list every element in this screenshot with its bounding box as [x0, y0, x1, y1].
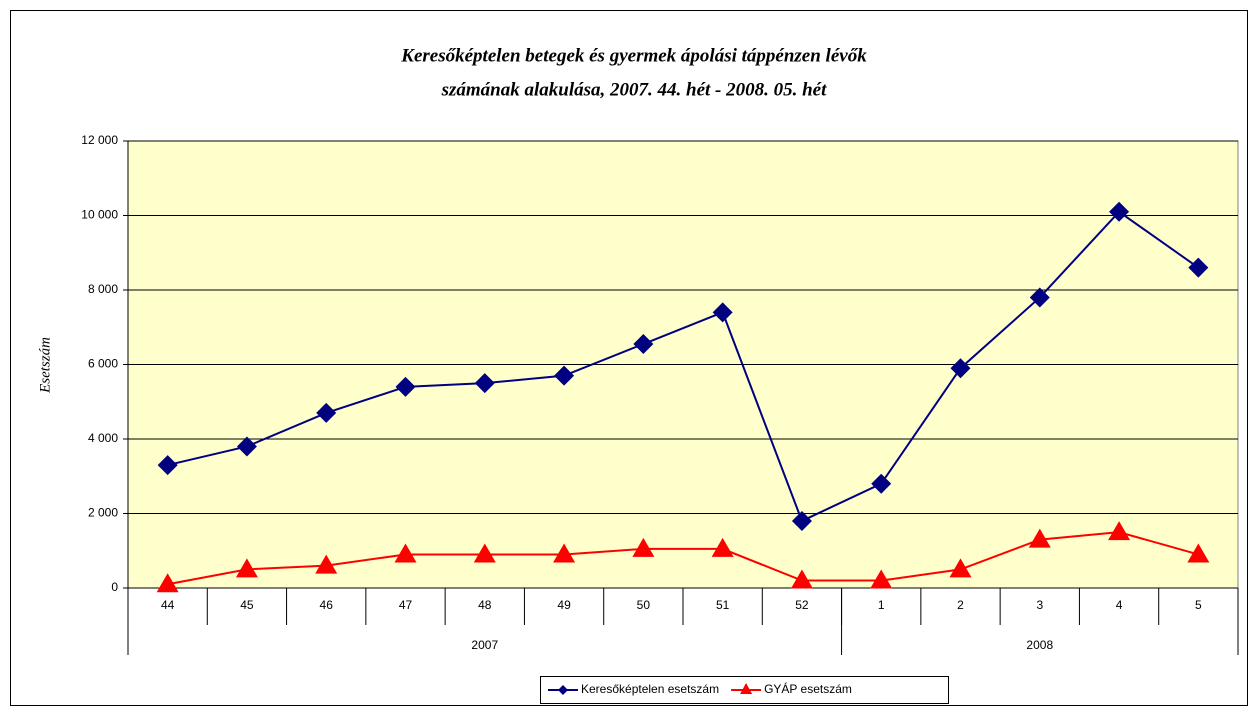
data-point	[1028, 528, 1051, 548]
x-tick-label: 50	[637, 598, 651, 612]
data-point	[395, 376, 416, 397]
group-label: 2008	[1026, 638, 1053, 652]
x-tick-label: 5	[1195, 598, 1202, 612]
x-tick-label: 4	[1116, 598, 1123, 612]
y-tick-label: 8 000	[88, 282, 118, 296]
x-tick-label: 51	[716, 598, 730, 612]
y-axis-label: Esetszám	[37, 337, 53, 394]
x-tick-label: 49	[557, 598, 571, 612]
data-point	[791, 510, 812, 531]
x-tick-label: 2	[957, 598, 964, 612]
chart-title: Keresőképtelen betegek és gyermek ápolás…	[400, 45, 867, 66]
data-point	[790, 569, 813, 589]
data-point	[711, 537, 734, 557]
chart-title: számának alakulása, 2007. 44. hét - 2008…	[441, 79, 828, 100]
data-point	[316, 402, 337, 423]
series-line	[167, 531, 1199, 586]
x-tick-label: 46	[320, 598, 334, 612]
group-label: 2007	[471, 638, 498, 652]
x-tick-label: 47	[399, 598, 413, 612]
legend-label: Keresőképtelen esetszám	[581, 682, 719, 696]
x-tick-label: 52	[795, 598, 809, 612]
data-point	[553, 543, 576, 563]
x-tick-label: 1	[878, 598, 885, 612]
x-tick-label: 3	[1036, 598, 1043, 612]
data-point	[1188, 257, 1209, 278]
y-tick-label: 4 000	[88, 431, 118, 445]
data-point	[1109, 201, 1130, 222]
data-point	[394, 543, 417, 563]
data-point	[157, 455, 178, 476]
legend-label: GYÁP esetszám	[764, 681, 852, 696]
series-line	[167, 210, 1199, 523]
data-point	[1187, 543, 1210, 563]
data-point	[950, 358, 971, 379]
data-point	[315, 554, 338, 574]
y-tick-label: 2 000	[88, 506, 118, 520]
x-tick-label: 44	[161, 598, 175, 612]
data-point	[473, 543, 496, 563]
data-point	[236, 436, 257, 457]
y-tick-label: 10 000	[81, 208, 118, 222]
legend-marker	[740, 683, 753, 694]
x-tick-label: 45	[240, 598, 254, 612]
data-point	[1029, 287, 1050, 308]
data-point	[949, 558, 972, 578]
data-point	[554, 365, 575, 386]
data-point	[870, 569, 893, 589]
legend-marker	[558, 685, 568, 695]
data-point	[712, 302, 733, 323]
x-tick-label: 48	[478, 598, 492, 612]
data-point	[156, 573, 179, 593]
data-point	[474, 373, 495, 394]
data-point	[632, 537, 655, 557]
y-tick-label: 6 000	[88, 357, 118, 371]
data-point	[871, 473, 892, 494]
data-point	[1108, 521, 1131, 541]
data-point	[633, 334, 654, 355]
y-tick-label: 0	[111, 580, 118, 594]
data-point	[235, 558, 258, 578]
y-tick-label: 12 000	[81, 133, 118, 147]
